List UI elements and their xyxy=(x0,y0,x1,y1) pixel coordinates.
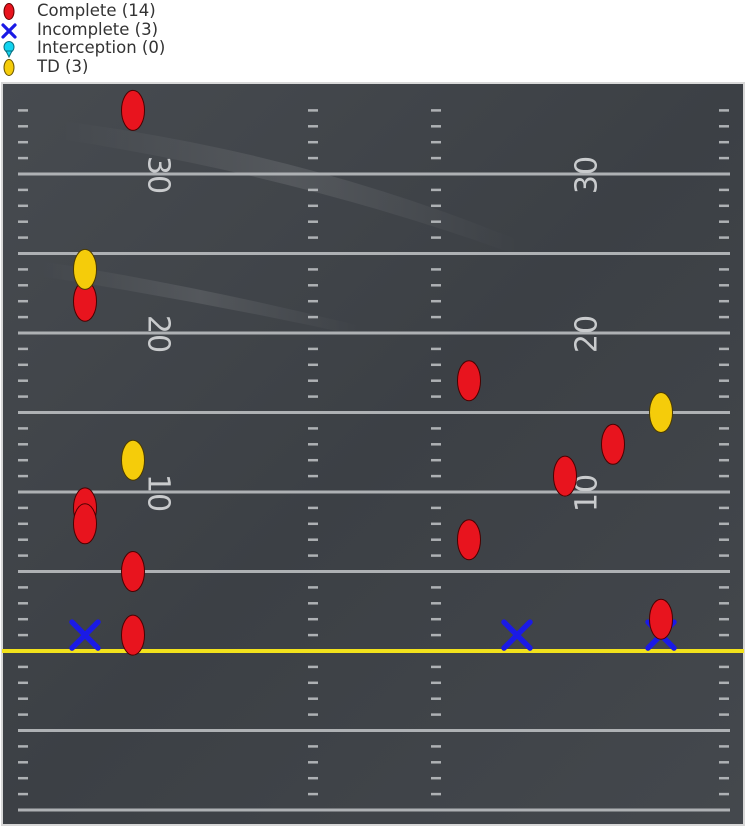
yard-number-left: 20 xyxy=(141,315,176,353)
legend-item-complete: Complete (14) xyxy=(0,1,260,21)
td-marker-icon xyxy=(3,58,15,76)
yard-number-left: 30 xyxy=(141,156,176,194)
field-glare xyxy=(60,121,520,256)
complete-pass-mark xyxy=(649,598,673,640)
td-pass-mark xyxy=(649,392,673,433)
td-pass-mark xyxy=(121,439,145,481)
legend-label-td: TD (3) xyxy=(37,56,89,76)
legend-label-interception: Interception (0) xyxy=(37,38,166,58)
incomplete-pass-mark xyxy=(69,619,101,651)
complete-pass-mark xyxy=(601,423,625,465)
legend-label-incomplete: Incomplete (3) xyxy=(37,19,159,39)
complete-pass-mark xyxy=(457,519,481,561)
yard-number-right: 30 xyxy=(570,156,605,194)
field-glare xyxy=(40,261,360,336)
legend-item-td: TD (3) xyxy=(0,56,260,77)
incomplete-pass-mark xyxy=(501,619,533,651)
complete-pass-mark xyxy=(121,614,145,656)
complete-pass-mark xyxy=(121,89,145,131)
chart-legend: Complete (14) Incomplete (3) Interceptio… xyxy=(0,1,260,77)
complete-pass-mark xyxy=(553,455,577,497)
yard-number-left: 10 xyxy=(141,474,176,512)
incomplete-marker-icon xyxy=(1,22,17,39)
complete-pass-mark xyxy=(457,360,481,402)
legend-item-interception: Interception (0) xyxy=(0,38,260,59)
legend-label-complete: Complete (14) xyxy=(37,1,156,20)
legend-item-incomplete: Incomplete (3) xyxy=(0,19,260,40)
td-pass-mark xyxy=(73,248,97,290)
complete-pass-mark xyxy=(121,551,145,592)
complete-pass-mark xyxy=(73,503,97,545)
interception-marker-icon xyxy=(3,41,15,59)
yard-number-right: 20 xyxy=(570,315,605,353)
complete-marker-icon xyxy=(3,3,15,20)
